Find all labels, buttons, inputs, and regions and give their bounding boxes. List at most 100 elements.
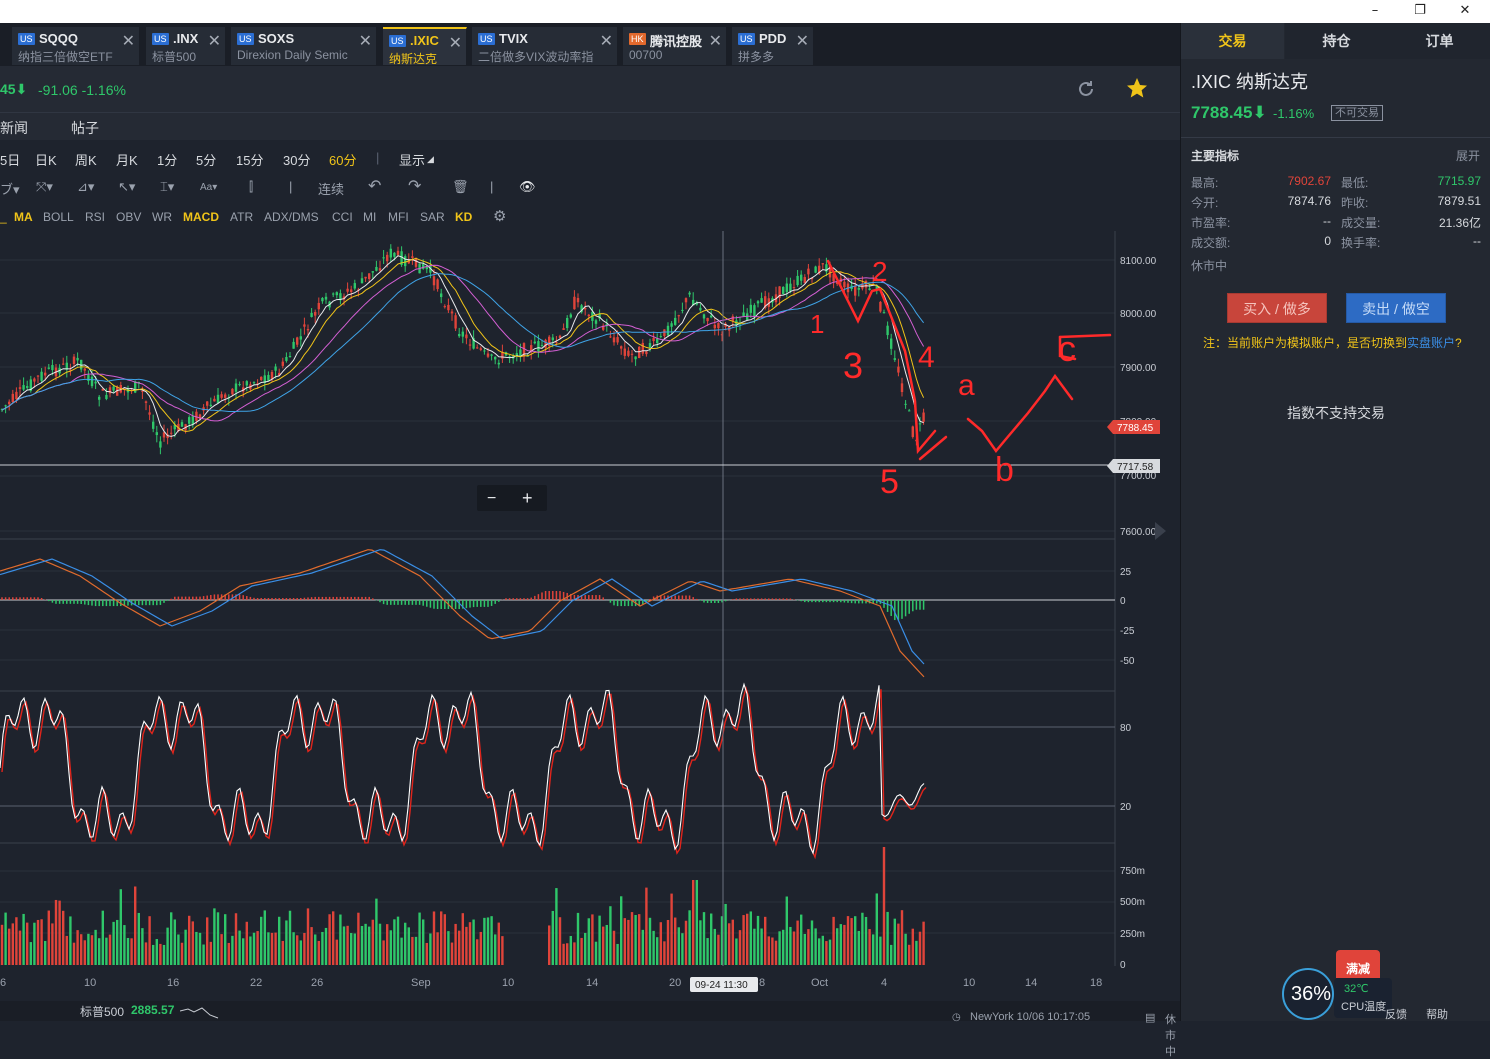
volume-bar [767, 936, 770, 965]
arrow-tool-icon[interactable]: ↖▾ [118, 179, 136, 194]
candle-body [44, 372, 47, 376]
restore-button[interactable]: ❐ [1414, 3, 1426, 18]
close-window-button[interactable]: ✕ [1459, 3, 1471, 18]
ind-kd[interactable]: KD [455, 210, 473, 224]
eye-icon[interactable]: 👁 [519, 179, 536, 194]
candle-body [836, 281, 839, 284]
close-icon[interactable]: ✕ [448, 35, 462, 52]
volume-bar [688, 910, 691, 965]
period-weekly[interactable]: 周K [75, 153, 97, 168]
period-1m[interactable]: 1分 [157, 153, 178, 168]
period-daily[interactable]: 日K [35, 153, 57, 168]
period-5d[interactable]: 5日 [0, 153, 21, 168]
tab-news[interactable]: 新闻 [0, 120, 28, 136]
volume-bar [875, 893, 878, 965]
expand-arrow-icon[interactable] [1155, 522, 1166, 540]
tab-pdd[interactable]: US PDD 拼多多 ✕ [732, 27, 814, 65]
volume-bar [198, 932, 202, 965]
candle-body [278, 372, 281, 376]
buy-button[interactable]: 买入 / 做多 [1227, 293, 1327, 323]
candle-body [641, 342, 644, 354]
candle-body [886, 325, 889, 336]
draw-segment-tool-icon[interactable]: ⤧▾ [36, 179, 53, 194]
period-30m[interactable]: 30分 [283, 153, 311, 168]
close-icon[interactable]: ✕ [121, 33, 135, 50]
volume-bar [299, 940, 302, 965]
tab-ixic[interactable]: US .IXIC 纳斯达克 ✕ [383, 27, 467, 66]
ind-sar[interactable]: SAR [420, 210, 445, 224]
ind-atr[interactable]: ATR [230, 210, 254, 224]
candle-body [843, 281, 846, 288]
volume-bar [180, 942, 184, 965]
grid-lines [0, 231, 1116, 966]
ind-adx[interactable]: ADX/DMS [264, 210, 319, 224]
close-icon[interactable]: ✕ [599, 33, 613, 50]
fib-tool-icon[interactable]: ⊿▾ [77, 179, 95, 194]
volume-bar [152, 944, 155, 965]
volume-bar [684, 920, 688, 965]
period-60m[interactable]: 60分 [329, 153, 357, 168]
help-link[interactable]: 帮助 [1426, 1009, 1449, 1021]
tab-sqqq[interactable]: US SQQQ 纳指三倍做空ETF ✕ [12, 27, 140, 65]
continuous-toggle[interactable]: 连续 [318, 182, 345, 197]
star-icon[interactable] [1125, 76, 1149, 100]
ind-mi[interactable]: MI [363, 210, 377, 224]
undo-icon[interactable]: ↶ [368, 178, 382, 195]
tab-posts[interactable]: 帖子 [71, 120, 99, 136]
time-tick: 26 [311, 977, 323, 989]
tab-inx[interactable]: US .INX 标普500 ✕ [146, 27, 226, 65]
candle-body [173, 424, 176, 430]
zoom-out-button[interactable]: − [487, 490, 496, 507]
display-dropdown[interactable]: 显示 [399, 153, 426, 168]
ind-cci[interactable]: CCI [332, 210, 353, 224]
cpu-widget[interactable]: 36% [1282, 968, 1334, 1020]
tab-orders[interactable]: 订单 [1388, 23, 1490, 59]
ind-obv[interactable]: OBV [116, 210, 142, 224]
close-icon[interactable]: ✕ [207, 33, 221, 50]
measure-tool-icon[interactable]: ⫿ [249, 179, 254, 194]
tab-tencent[interactable]: HK 腾讯控股 00700 ✕ [623, 27, 727, 65]
trash-icon[interactable]: 🗑 [452, 179, 469, 194]
volume-bar [490, 916, 493, 965]
real-account-link[interactable]: 实盘账户 [1407, 336, 1456, 350]
close-icon[interactable]: ✕ [795, 33, 809, 50]
volume-bar [144, 942, 148, 965]
tab-name: Direxion Daily Semic [237, 48, 348, 62]
period-15m[interactable]: 15分 [236, 153, 264, 168]
volume-bar [350, 933, 353, 965]
close-icon[interactable]: ✕ [358, 33, 372, 50]
candle-body [468, 344, 472, 346]
refresh-icon[interactable] [1075, 78, 1097, 100]
volume-bar [36, 919, 40, 965]
volume-bar [861, 912, 864, 965]
ind-macd[interactable]: MACD [183, 210, 219, 224]
candles [0, 244, 925, 455]
draw-line-tool-icon[interactable]: ブ▾ [0, 182, 20, 197]
ind-boll[interactable]: BOLL [43, 210, 74, 224]
tab-tvix[interactable]: US TVIX 二倍做多VIX波动率指 ✕ [472, 27, 618, 65]
stock-chart[interactable]: 8100.00 8000.00 7900.00 7800.00 7700.00 … [0, 231, 1180, 1001]
promo-badge[interactable]: 满减 [1336, 950, 1380, 978]
ind-rsi[interactable]: RSI [85, 210, 106, 224]
sell-button[interactable]: 卖出 / 做空 [1346, 293, 1446, 323]
ind-ma[interactable]: MA [14, 210, 33, 224]
zoom-in-button[interactable]: + [522, 488, 533, 508]
volume-bar [76, 930, 79, 965]
period-monthly[interactable]: 月K [116, 153, 138, 168]
period-5m[interactable]: 5分 [196, 153, 217, 168]
ind-mfi[interactable]: MFI [388, 210, 409, 224]
text-tool-icon[interactable]: ⌶▾ [160, 179, 175, 194]
price-tick: 8100.00 [1120, 256, 1157, 267]
expand-link[interactable]: 展开 [1456, 149, 1481, 163]
gear-icon[interactable]: ⚙ [493, 208, 507, 225]
minimize-button[interactable]: – [1371, 3, 1379, 18]
candle-body [285, 356, 288, 361]
close-icon[interactable]: ✕ [708, 33, 722, 50]
redo-icon[interactable]: ↷ [408, 178, 422, 195]
tab-trade[interactable]: 交易 [1181, 23, 1284, 59]
feedback-link[interactable]: 反馈 [1385, 1009, 1407, 1021]
ind-wr[interactable]: WR [152, 210, 172, 224]
tab-positions[interactable]: 持仓 [1285, 23, 1388, 59]
tab-soxs[interactable]: US SOXS Direxion Daily Semic ✕ [231, 27, 377, 65]
font-size-tool-icon[interactable]: Aa▾ [200, 182, 218, 193]
